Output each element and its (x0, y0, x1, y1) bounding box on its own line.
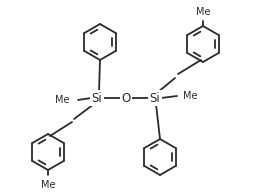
Text: Me: Me (56, 95, 70, 105)
Text: Me: Me (183, 91, 198, 101)
Text: Si: Si (92, 92, 102, 104)
Text: Si: Si (150, 92, 160, 104)
Text: Me: Me (196, 7, 210, 17)
Text: Me: Me (41, 180, 55, 190)
Text: O: O (121, 92, 131, 104)
